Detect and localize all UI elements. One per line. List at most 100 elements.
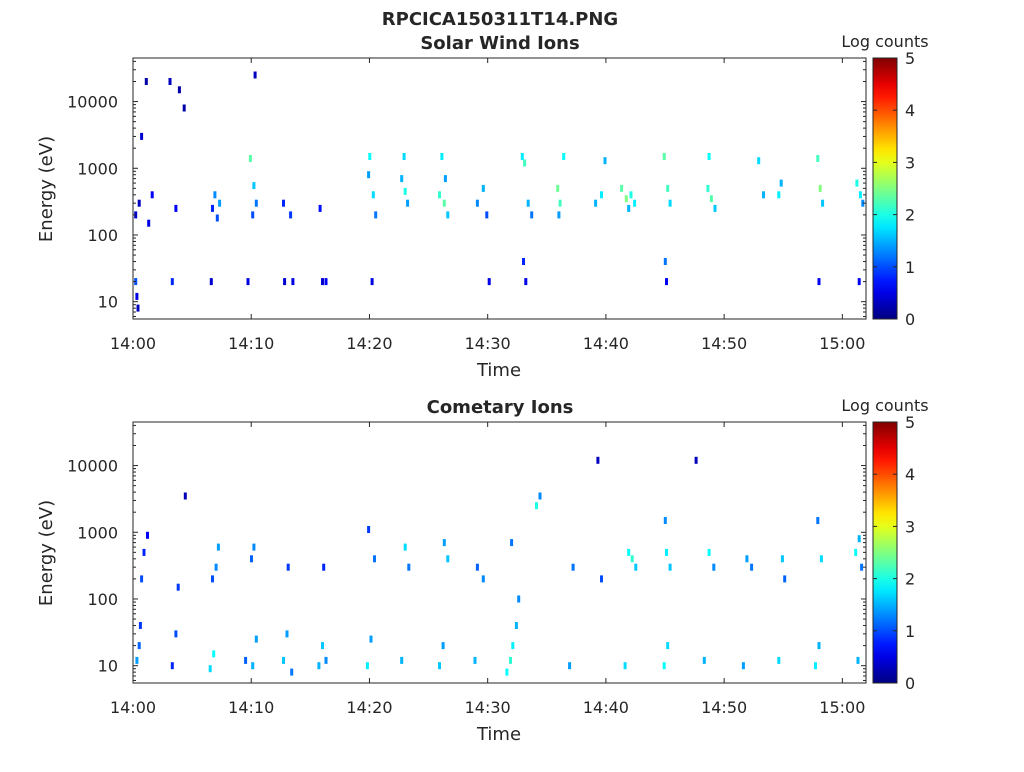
heatmap-cell <box>211 575 214 583</box>
heatmap-cell <box>535 502 538 510</box>
heatmap-cell <box>440 153 444 160</box>
colorbar-tick-label: 0 <box>905 674 915 693</box>
plot-area <box>133 422 866 683</box>
x-tick-label: 14:00 <box>110 334 156 353</box>
heatmap-cell <box>861 199 865 207</box>
x-tick-label: 14:40 <box>583 698 629 717</box>
heatmap-cell <box>251 662 255 670</box>
heatmap-cell <box>283 278 287 286</box>
x-tick-label: 15:00 <box>819 334 865 353</box>
heatmap-cell <box>757 157 761 165</box>
colorbar-label: Log counts <box>841 396 928 415</box>
heatmap-cell <box>817 642 821 650</box>
heatmap-cell <box>170 278 174 286</box>
y-tick-label: 10 <box>98 657 118 676</box>
heatmap-cell <box>438 662 441 670</box>
heatmap-cell <box>446 555 450 563</box>
heatmap-cell <box>556 184 560 192</box>
heatmap-cell <box>318 204 322 212</box>
heatmap-cell <box>777 656 781 664</box>
heatmap-cell <box>855 179 859 187</box>
heatmap-cell <box>140 575 144 583</box>
heatmap-cell <box>762 191 765 199</box>
heatmap-cell <box>147 219 151 227</box>
colorbar: 0 1 2 3 4 5 <box>872 49 915 329</box>
heatmap-cell <box>475 199 479 207</box>
heatmap-cell <box>818 184 822 192</box>
x-tick-label: 14:20 <box>346 334 392 353</box>
heatmap-cell <box>741 662 745 670</box>
heatmap-cell <box>321 642 324 650</box>
heatmap-cell <box>370 278 374 286</box>
heatmap-cell <box>485 211 489 219</box>
heatmap-cell <box>442 539 446 547</box>
heatmap-cell <box>620 184 624 192</box>
heatmap-cell <box>438 191 441 199</box>
heatmap-cell <box>473 656 477 664</box>
heatmap-cell <box>557 211 561 219</box>
colorbar-tick-label: 5 <box>905 49 915 68</box>
panel-title: Solar Wind Ions <box>420 33 579 54</box>
x-tick-label: 14:00 <box>110 698 156 717</box>
heatmap-cell <box>322 563 326 571</box>
colorbar-gradient <box>872 57 898 320</box>
figure-title: RPCICA150311T14.PNG <box>382 9 618 30</box>
x-tick-label: 14:20 <box>346 698 392 717</box>
heatmap-cell <box>816 517 820 524</box>
heatmap-cell <box>135 292 139 300</box>
heatmap-cell <box>814 662 817 670</box>
heatmap-cell <box>174 630 178 638</box>
x-tick-label: 14:30 <box>465 334 511 353</box>
heatmap-cell <box>627 548 631 556</box>
heatmap-cell <box>665 548 668 556</box>
heatmap-cell <box>369 635 373 643</box>
x-axis: 14:00 14:10 14:20 14:30 14:40 14:50 15:00 <box>110 422 865 717</box>
heatmap-cell <box>244 656 248 664</box>
heatmap-cell <box>666 642 670 650</box>
colorbar-gradient <box>872 421 898 684</box>
heatmap-cell <box>286 563 290 571</box>
heatmap-cell <box>522 258 525 265</box>
heatmap-cell <box>208 665 212 673</box>
heatmap-cell <box>558 199 562 207</box>
heatmap-cell <box>183 492 187 500</box>
heatmap-cell <box>373 555 376 563</box>
heatmap-cell <box>481 184 485 192</box>
heatmap-cell <box>858 191 862 199</box>
heatmap-cell <box>594 199 598 207</box>
heatmap-cell <box>446 211 450 219</box>
heatmap-cell <box>694 456 698 464</box>
heatmap-cell <box>526 199 530 207</box>
heatmap-cell <box>442 199 446 207</box>
colorbar-tick-label: 0 <box>905 310 915 329</box>
heatmap-cell <box>568 662 572 670</box>
heatmap-cell <box>487 278 491 286</box>
heatmap-cell <box>403 187 407 195</box>
heatmap-cell <box>709 195 713 203</box>
y-axis-label: Energy (eV) <box>36 136 57 242</box>
heatmap-cell <box>252 182 256 190</box>
heatmap-cell <box>321 278 324 286</box>
heatmap-cell <box>571 563 575 571</box>
heatmap-cell <box>138 622 142 629</box>
heatmap-cell <box>562 153 566 160</box>
heatmap-cell <box>177 86 181 94</box>
heatmap-cell <box>282 656 285 664</box>
heatmap-cell <box>538 492 542 500</box>
heatmap-cell <box>135 656 139 664</box>
heatmap-cell <box>403 543 407 551</box>
y-tick-label: 100 <box>87 226 118 245</box>
x-tick-label: 14:50 <box>701 698 747 717</box>
colorbar-tick-label: 3 <box>905 517 915 536</box>
heatmap-cell <box>523 159 527 167</box>
heatmap-cell <box>707 548 711 556</box>
heatmap-cell <box>176 583 180 591</box>
heatmap-cell <box>368 153 372 160</box>
heatmap-cell <box>663 517 667 524</box>
heatmap-cell <box>246 278 250 286</box>
heatmap-cell <box>213 191 217 199</box>
x-axis-label: Time <box>476 360 521 381</box>
heatmap-cell <box>142 548 146 556</box>
